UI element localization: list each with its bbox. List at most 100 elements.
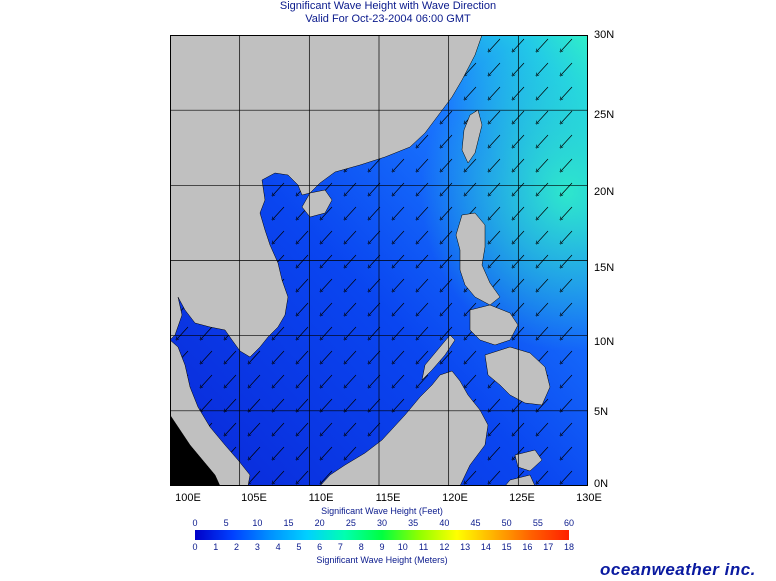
wave-arrow xyxy=(369,206,381,219)
sumatra xyxy=(170,414,221,486)
wave-arrow xyxy=(417,374,429,387)
wave-arrow xyxy=(417,302,429,315)
feet-tick-label: 15 xyxy=(283,518,294,528)
wave-arrow xyxy=(441,110,453,123)
wave-arrow xyxy=(321,446,333,459)
feet-tick-label: 35 xyxy=(408,518,419,528)
wave-arrow xyxy=(561,278,573,291)
wave-arrow xyxy=(273,398,285,411)
wave-arrow xyxy=(561,398,573,411)
lat-label: 20N xyxy=(594,186,615,198)
wave-arrow xyxy=(489,398,501,411)
wave-arrow xyxy=(297,326,309,339)
wave-arrow xyxy=(489,254,501,267)
wave-arrow xyxy=(321,422,333,435)
wave-arrow xyxy=(345,326,357,339)
wave-arrow xyxy=(273,422,285,435)
lat-label: 5N xyxy=(594,406,609,418)
wave-arrow xyxy=(537,110,549,123)
wave-arrow xyxy=(537,470,549,483)
wave-arrow xyxy=(321,350,333,363)
wave-arrow xyxy=(369,422,381,435)
land-masses xyxy=(170,35,551,486)
wave-arrow xyxy=(273,446,285,459)
wave-arrow xyxy=(537,278,549,291)
wave-arrow xyxy=(441,326,453,339)
wave-arrow xyxy=(441,158,453,171)
wave-arrow xyxy=(441,230,453,243)
wave-arrow xyxy=(441,278,453,291)
wave-arrow xyxy=(561,206,573,219)
oceanweather-logo: oceanweather inc. xyxy=(600,560,756,579)
wave-arrow xyxy=(489,422,501,435)
wave-arrow xyxy=(393,374,405,387)
meter-tick-label: 2 xyxy=(234,542,240,552)
wave-arrow xyxy=(441,134,453,147)
sulawesi-island xyxy=(514,449,543,472)
wave-arrow xyxy=(345,206,357,219)
meter-tick-label: 7 xyxy=(337,542,343,552)
wave-arrow xyxy=(249,350,261,363)
wave-arrow xyxy=(489,86,501,99)
meter-tick-label: 16 xyxy=(522,542,533,552)
feet-tick-label: 25 xyxy=(345,518,356,528)
wave-arrow xyxy=(537,62,549,75)
wave-arrow xyxy=(465,350,477,363)
meter-tick-label: 12 xyxy=(439,542,450,552)
wave-arrow xyxy=(561,446,573,459)
chart-title: Significant Wave Height with Wave Direct… xyxy=(279,0,497,12)
lat-lon-grid xyxy=(170,35,588,486)
lat-label: 0N xyxy=(594,478,609,490)
wave-arrow xyxy=(489,134,501,147)
meter-tick-label: 6 xyxy=(317,542,323,552)
lon-label: 125E xyxy=(509,492,535,504)
wave-arrow xyxy=(561,38,573,51)
wave-arrow xyxy=(537,302,549,315)
wave-arrow xyxy=(345,302,357,315)
wave-arrow xyxy=(369,278,381,291)
wave-arrow xyxy=(201,326,213,339)
wave-arrow xyxy=(297,254,309,267)
meter-tick-label: 15 xyxy=(501,542,512,552)
wave-arrow xyxy=(465,470,477,483)
wave-arrow xyxy=(393,278,405,291)
wave-arrow xyxy=(321,302,333,315)
meter-tick-label: 5 xyxy=(296,542,302,552)
taiwan-island xyxy=(461,109,483,164)
meter-tick-label: 17 xyxy=(543,542,554,552)
wave-arrow xyxy=(561,158,573,171)
wave-arrow xyxy=(465,158,477,171)
wave-arrow xyxy=(297,470,309,483)
wave-arrow xyxy=(537,230,549,243)
wave-arrow xyxy=(561,326,573,339)
wave-arrow xyxy=(273,230,285,243)
wave-arrow xyxy=(561,350,573,363)
wave-arrow xyxy=(297,230,309,243)
wave-arrow xyxy=(201,398,213,411)
wave-arrow xyxy=(249,446,261,459)
wave-arrow xyxy=(561,470,573,483)
wave-arrow xyxy=(345,422,357,435)
lon-label: 115E xyxy=(375,492,401,504)
lat-label: 30N xyxy=(594,29,615,41)
wave-arrow xyxy=(321,278,333,291)
wave-arrow xyxy=(273,374,285,387)
wave-arrow xyxy=(489,62,501,75)
wave-arrow xyxy=(345,350,357,363)
wave-arrow xyxy=(441,350,453,363)
wave-arrow xyxy=(489,470,501,483)
mindanao-island xyxy=(484,346,551,406)
wave-arrow xyxy=(465,62,477,75)
lat-label: 10N xyxy=(594,336,615,348)
wave-arrow xyxy=(297,446,309,459)
luzon-island xyxy=(455,212,501,306)
wave-arrow xyxy=(417,158,429,171)
wave-arrow xyxy=(369,350,381,363)
wave-arrow xyxy=(345,374,357,387)
wave-arrow xyxy=(225,422,237,435)
wave-arrow xyxy=(201,350,213,363)
colorbar-meters-caption: Significant Wave Height (Meters) xyxy=(316,555,448,565)
meter-tick-label: 3 xyxy=(254,542,260,552)
wave-arrow xyxy=(537,398,549,411)
feet-tick-label: 5 xyxy=(223,518,229,528)
